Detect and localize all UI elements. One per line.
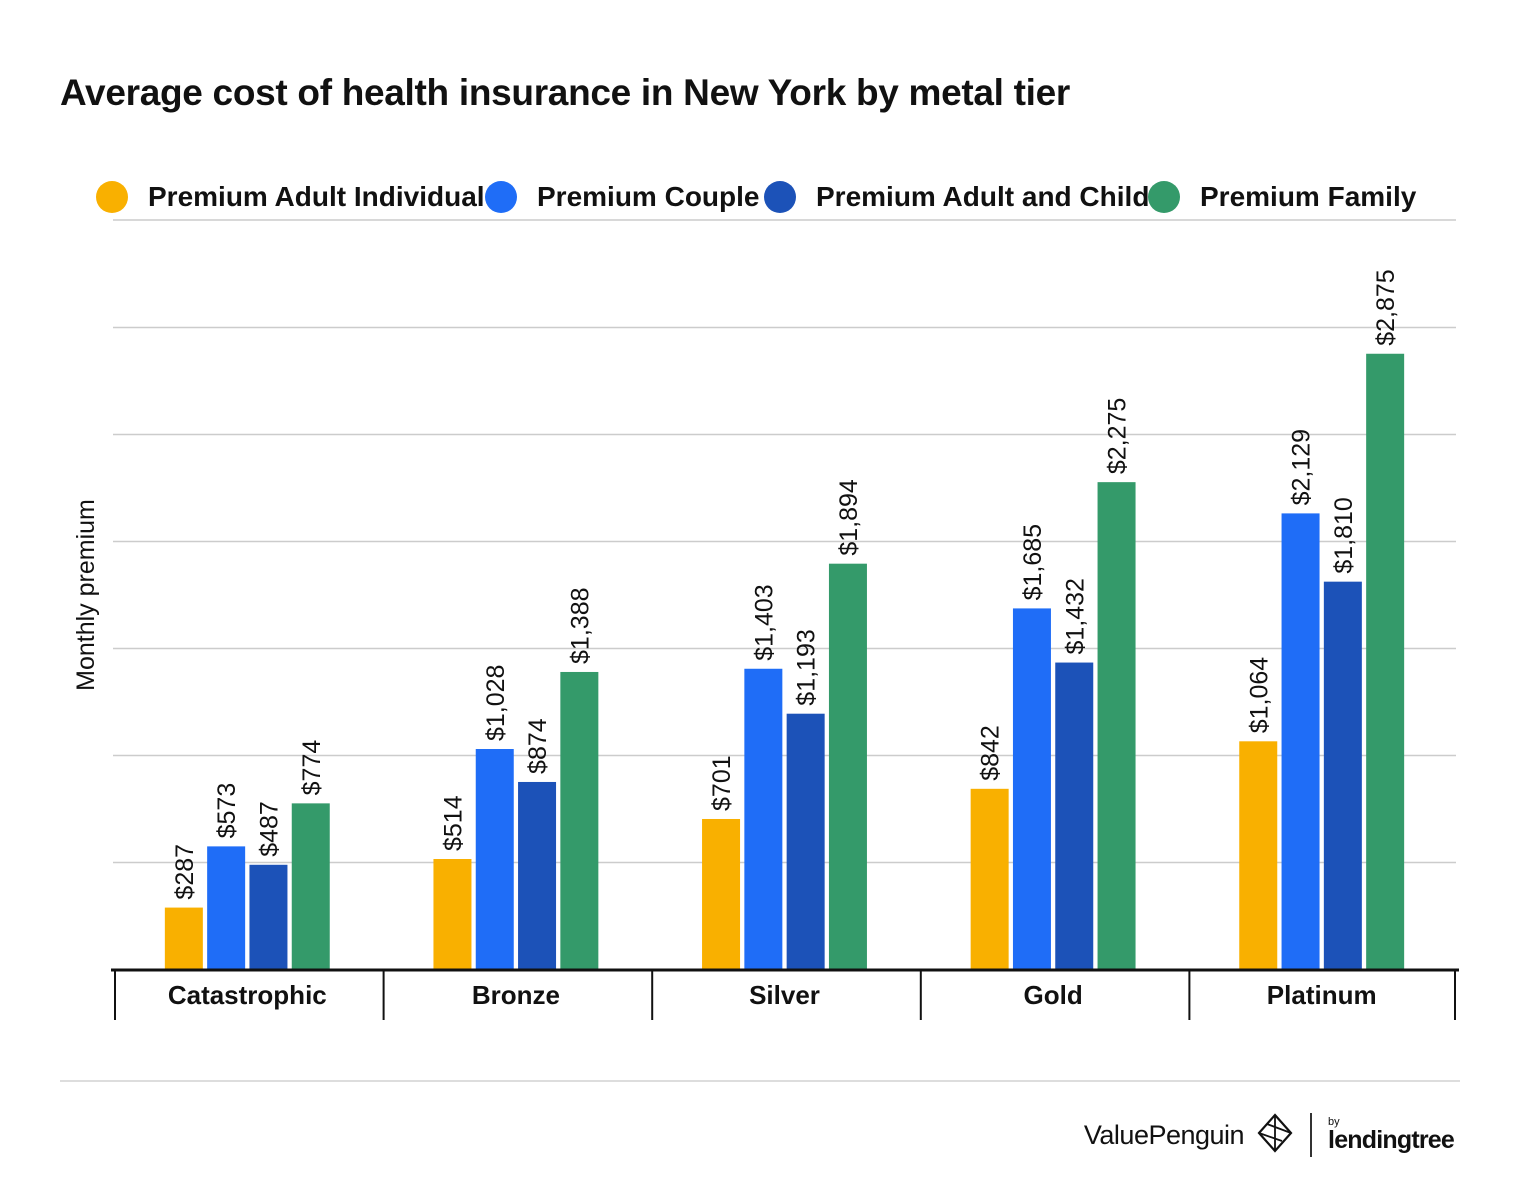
bar — [207, 846, 246, 969]
bar — [702, 818, 741, 969]
bar — [1366, 353, 1405, 969]
data-label: $1,685 — [1019, 524, 1047, 600]
data-label: $287 — [171, 844, 199, 900]
lendingtree-logo: by lendingtree — [1328, 1116, 1455, 1154]
data-label: $1,894 — [835, 479, 863, 556]
legend-marker-1 — [96, 181, 128, 213]
chart-title: Average cost of health insurance in New … — [60, 72, 1071, 113]
data-labels: $287 $573 $487 $774 $514 $1,028 $874 $1,388 $701… — [171, 269, 1400, 899]
bar — [560, 671, 599, 969]
data-label: $2,875 — [1372, 269, 1400, 345]
data-label: $874 — [524, 718, 552, 774]
footer-divider — [60, 1080, 1460, 1082]
by-text: by — [1328, 1116, 1340, 1128]
bar — [744, 668, 783, 969]
data-label: $1,193 — [793, 629, 821, 705]
data-label: $701 — [708, 755, 736, 811]
legend-label-3: Premium Adult and Child — [816, 181, 1149, 212]
valuepenguin-logo-icon — [1256, 1112, 1294, 1158]
data-label: $774 — [298, 740, 326, 796]
legend: Premium Adult Individual Premium Couple Pr… — [96, 181, 1417, 213]
bar — [518, 781, 557, 969]
bar — [475, 749, 514, 969]
bar — [1281, 513, 1320, 969]
valuepenguin-logo-text: ValuePenguin — [1083, 1119, 1245, 1150]
data-label: $1,432 — [1061, 578, 1089, 654]
data-label: $842 — [977, 725, 1005, 781]
bar — [291, 803, 330, 969]
x-axis: Catastrophic Bronze Silver Gold Platinum — [111, 968, 1459, 1020]
data-label: $1,810 — [1330, 497, 1358, 573]
legend-marker-4 — [1148, 181, 1180, 213]
bar — [1097, 482, 1136, 969]
bar — [249, 864, 288, 969]
logo-divider — [1310, 1113, 1313, 1157]
x-tick-label: Catastrophic — [168, 980, 327, 1010]
bar — [1323, 581, 1362, 969]
legend-label-2: Premium Couple — [537, 181, 759, 212]
bar — [828, 563, 867, 969]
bar — [970, 788, 1009, 969]
lendingtree-logo-text: lendingtree — [1328, 1126, 1455, 1154]
x-tick-label: Bronze — [472, 980, 560, 1010]
bar — [1012, 608, 1051, 969]
bar — [1239, 741, 1278, 969]
data-label: $514 — [439, 795, 467, 851]
y-axis-label: Monthly premium — [72, 499, 100, 691]
data-label: $2,275 — [1104, 398, 1132, 474]
bar — [786, 713, 825, 969]
data-label: $1,388 — [566, 587, 594, 663]
x-tick-label: Gold — [1023, 980, 1082, 1010]
data-label: $573 — [213, 783, 241, 839]
bars — [164, 353, 1405, 969]
bar — [164, 907, 203, 969]
data-label: $2,129 — [1288, 429, 1316, 505]
legend-label-1: Premium Adult Individual — [148, 181, 485, 212]
bar — [1055, 662, 1094, 969]
legend-marker-2 — [485, 181, 517, 213]
bar — [433, 859, 472, 969]
x-tick-label: Silver — [749, 980, 820, 1010]
gridlines — [113, 219, 1456, 864]
legend-marker-3 — [764, 181, 796, 213]
branding: ValuePenguin by lendingtree — [1083, 1110, 1455, 1160]
data-label: $1,064 — [1245, 657, 1273, 734]
x-tick-label: Platinum — [1267, 980, 1377, 1010]
data-label: $487 — [255, 801, 283, 857]
legend-label-4: Premium Family — [1200, 181, 1417, 212]
data-label: $1,028 — [482, 665, 510, 741]
data-label: $1,403 — [750, 584, 778, 660]
